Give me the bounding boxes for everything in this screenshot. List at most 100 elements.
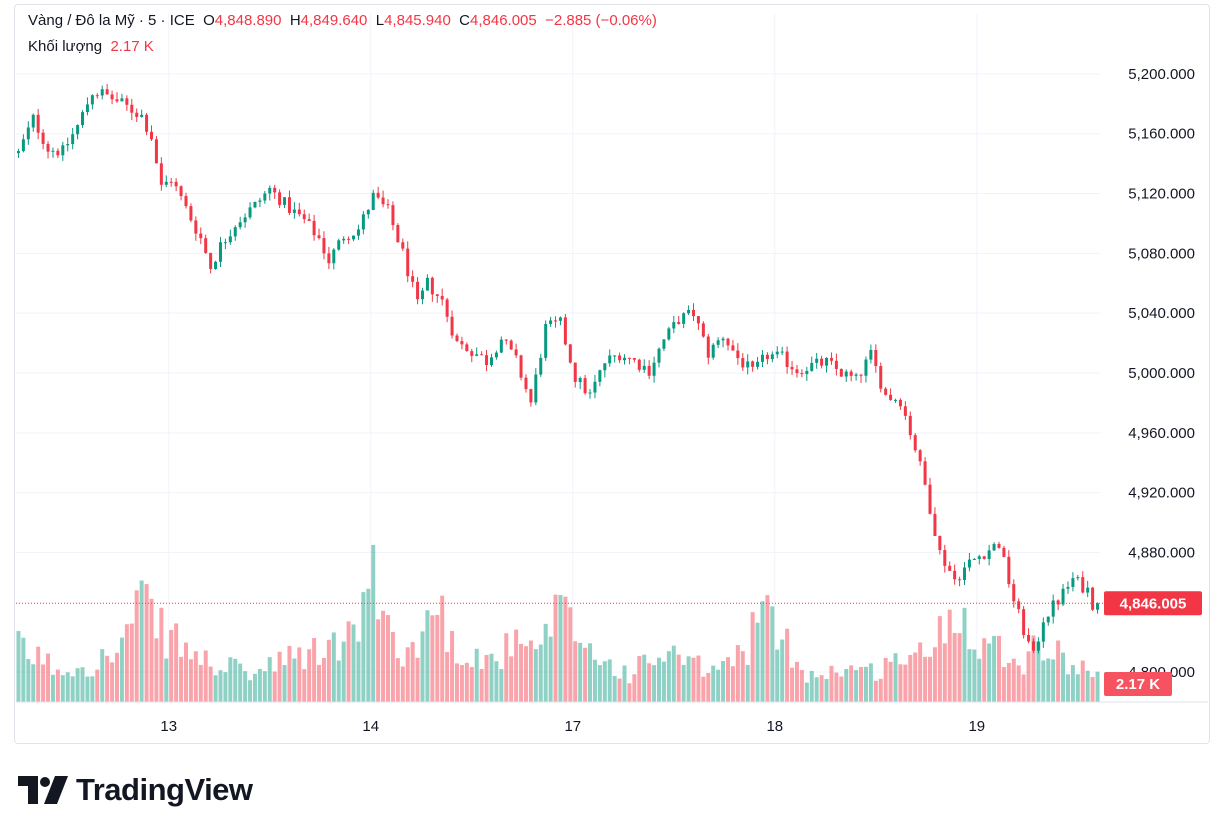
volume-bar	[898, 664, 903, 702]
volume-bar	[977, 658, 982, 702]
volume-bar	[735, 645, 740, 702]
volume-bar	[1006, 662, 1011, 702]
candle-body	[184, 196, 188, 207]
candle-body	[90, 95, 94, 105]
volume-bar	[1041, 660, 1046, 702]
candle-body	[790, 366, 794, 370]
volume-bar	[725, 657, 730, 702]
x-tick-label: 19	[968, 718, 985, 735]
volume-bar	[637, 656, 642, 702]
volume-bar	[913, 652, 918, 702]
volume-bar	[819, 675, 824, 702]
candle-body	[618, 355, 622, 361]
tradingview-logo[interactable]: TradingView	[18, 770, 253, 810]
volume-bar	[119, 637, 124, 702]
volume-bar	[450, 630, 455, 702]
volume-bar	[164, 658, 169, 702]
volume-bar	[1031, 635, 1036, 702]
candle-body	[150, 131, 153, 140]
candle-body	[524, 377, 528, 390]
volume-bar	[149, 598, 154, 702]
candle-body	[1061, 588, 1065, 605]
low-label: L	[375, 12, 385, 29]
volume-bar	[514, 629, 519, 702]
candle-body	[489, 357, 493, 366]
candle-body	[963, 567, 966, 580]
volume-bar	[292, 658, 297, 702]
volume-bar	[1021, 674, 1026, 702]
candle-body	[194, 220, 198, 234]
candle-body	[539, 357, 543, 375]
candle-body	[278, 192, 282, 205]
candle-body	[297, 209, 301, 215]
volume-bar	[538, 644, 543, 702]
volume-bar	[573, 641, 578, 702]
volume-bar	[174, 623, 179, 702]
volume-bar	[849, 665, 854, 702]
volume-bar	[681, 664, 686, 702]
candle-body	[16, 151, 20, 154]
volume-bar	[809, 670, 814, 702]
volume-bar	[400, 666, 405, 702]
volume-bar	[238, 663, 243, 702]
candle-body	[1046, 616, 1050, 623]
candle-body	[179, 186, 183, 197]
volume-bar	[908, 654, 913, 702]
candle-body	[687, 309, 691, 314]
volume-bar	[780, 639, 785, 702]
candle-body	[1096, 603, 1100, 610]
volume-bar	[70, 676, 75, 702]
candle-body	[1076, 577, 1080, 579]
candle-body	[864, 359, 868, 376]
volume-bar	[267, 657, 272, 702]
volume-bar	[923, 656, 928, 702]
candle-body	[46, 143, 50, 152]
candle-body	[898, 399, 902, 407]
candle-body	[820, 358, 824, 366]
volume-bar	[90, 676, 95, 702]
volume-bar	[1061, 652, 1066, 702]
candle-body	[534, 374, 538, 403]
volume-bar	[597, 665, 602, 702]
candle-body	[1086, 587, 1090, 593]
open-label: O	[203, 12, 215, 29]
volume-bar	[918, 642, 923, 702]
candle-body	[95, 95, 99, 97]
candle-body	[982, 556, 986, 560]
volume-bar	[627, 683, 632, 702]
candle-body	[411, 276, 415, 282]
candle-body	[302, 214, 306, 220]
candle-body	[933, 513, 937, 536]
volume-bar	[75, 668, 80, 702]
candle-body	[578, 378, 582, 382]
volume-bar	[499, 669, 504, 702]
candle-body	[938, 535, 942, 551]
candle-body	[637, 359, 641, 370]
volume-bar	[814, 677, 819, 702]
candle-body	[627, 357, 631, 359]
candle-body	[953, 570, 957, 580]
close-label: C	[459, 12, 471, 29]
candle-body	[416, 281, 420, 300]
y-tick-label: 4,880.000	[1128, 544, 1195, 561]
volume-bar	[371, 545, 376, 702]
candle-body	[869, 349, 873, 360]
volume-bar	[287, 645, 292, 702]
volume-bar	[932, 647, 937, 702]
volume-bar	[410, 642, 415, 702]
volume-bar	[46, 653, 51, 702]
candle-body	[977, 556, 981, 559]
candle-body	[204, 238, 208, 253]
volume-bar	[494, 661, 499, 702]
candle-body	[352, 235, 356, 240]
volume-bar	[282, 665, 287, 702]
symbol-title[interactable]: Vàng / Đô la Mỹ · 5 · ICE	[28, 12, 195, 29]
candle-body	[347, 238, 351, 240]
candle-body	[115, 99, 119, 102]
volume-bar	[233, 658, 238, 702]
candle-body	[770, 354, 774, 360]
volume-bar	[1085, 670, 1090, 702]
x-tick-label: 17	[564, 718, 581, 735]
candle-body	[120, 98, 124, 102]
